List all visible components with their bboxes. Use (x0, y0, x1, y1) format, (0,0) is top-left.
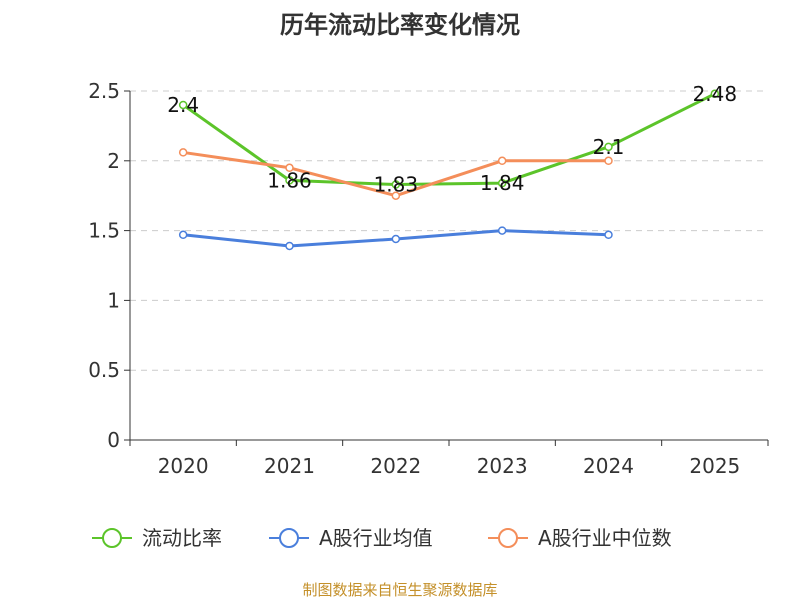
x-tick-label: 2022 (370, 454, 421, 478)
legend-item-0[interactable]: 流动比率 (92, 526, 222, 550)
legend-label: 流动比率 (142, 526, 222, 550)
legend-item-1[interactable]: A股行业均值 (269, 526, 433, 550)
data-point (604, 142, 613, 152)
y-tick-label: 1.5 (88, 219, 120, 243)
axes: 0 0.5 1 1.5 2 2.5 2020 2021 2022 2023 2024 2025 (88, 79, 769, 478)
legend-label: A股行业中位数 (538, 526, 672, 550)
legend-circle-icon (498, 528, 518, 548)
data-point (391, 180, 401, 189)
data-point (710, 89, 720, 99)
data-point (178, 148, 188, 157)
data-point (391, 234, 401, 244)
data-point (497, 178, 507, 188)
series-1 (178, 226, 613, 251)
series-line (182, 92, 716, 187)
data-point (497, 226, 507, 235)
x-tick-label: 2020 (158, 454, 209, 478)
data-point (391, 191, 401, 200)
data-point (604, 230, 613, 240)
data-point (285, 241, 294, 251)
data-point (497, 156, 507, 166)
data-point (604, 156, 613, 166)
y-tick-label: 0.5 (88, 358, 120, 382)
y-tick-label: 0 (107, 428, 120, 452)
data-labels: 2.4 1.86 1.83 1.84 2.1 2.48 (167, 82, 737, 197)
series-2 (178, 148, 613, 200)
x-tick-label: 2025 (689, 454, 740, 478)
data-point (178, 230, 188, 240)
data-point (285, 163, 294, 173)
data-label: 2.4 (167, 93, 199, 117)
legend[interactable]: 流动比率 A股行业均值 A股行业中位数 (92, 526, 672, 550)
series (178, 89, 720, 251)
legend-circle-icon (279, 528, 299, 548)
y-tick-label: 2 (107, 149, 120, 173)
x-tick-label: 2023 (477, 454, 528, 478)
y-tick-label: 2.5 (88, 79, 120, 103)
chart-title: 历年流动比率变化情况 (280, 11, 520, 39)
data-label: 1.86 (267, 168, 312, 192)
legend-circle-icon (102, 528, 122, 548)
data-label: 1.83 (374, 173, 419, 197)
x-tick-label: 2024 (583, 454, 634, 478)
legend-item-2[interactable]: A股行业中位数 (488, 526, 672, 550)
data-point (285, 176, 294, 185)
data-point (178, 100, 188, 110)
y-tick-label: 1 (107, 288, 120, 312)
x-tick-label: 2021 (264, 454, 315, 478)
data-label: 1.84 (480, 171, 525, 195)
grid (130, 90, 768, 371)
series-0 (178, 89, 720, 189)
data-label: 2.1 (593, 135, 625, 159)
source-note: 制图数据来自恒生聚源数据库 (302, 581, 497, 599)
data-label: 2.48 (693, 82, 738, 106)
legend-label: A股行业均值 (319, 526, 433, 550)
